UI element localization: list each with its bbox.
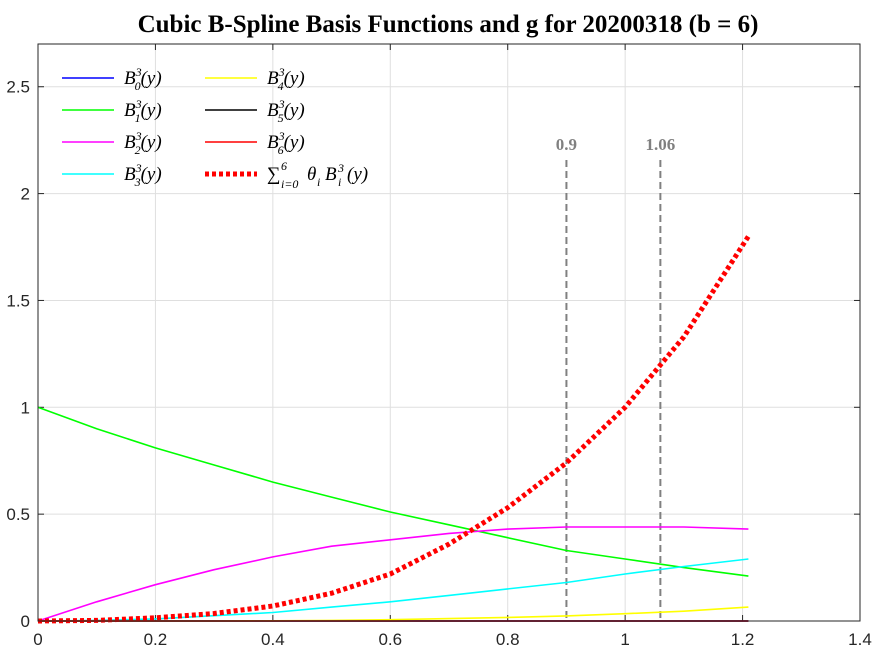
legend-item-b4: B3 4(y)	[267, 65, 305, 93]
y-tick-label: 1.5	[6, 291, 30, 310]
legend-label-b-sub: i	[338, 175, 341, 189]
legend-item-b5: B3 5(y)	[267, 97, 305, 125]
y-tick-label: 0	[21, 612, 30, 631]
legend-label-sub: i=0	[281, 177, 298, 191]
y-tick-label: 0.5	[6, 505, 30, 524]
legend-item-b6: B3 6(y)	[267, 129, 305, 157]
legend-label: B3 1(y)	[124, 97, 162, 125]
plot-area: 0 0.2 0.4 0.6 0.8 1 1.2 1.4 0 0.5 1 1.5 2 2.5 0.9 1.06	[6, 43, 872, 649]
y-tick-label: 2.5	[6, 78, 30, 97]
plot-background	[38, 44, 860, 621]
legend-label-theta-sub: i	[317, 175, 320, 189]
legend-label: B3 5(y)	[267, 97, 305, 125]
x-tick-label: 0.2	[144, 630, 168, 649]
series-line-b2	[37, 526, 749, 622]
chart-title: Cubic B-Spline Basis Functions and g for…	[138, 11, 759, 38]
legend: B3 0(y)B3 1(y)B3 2(y)B3 3(y)B3 4(y)B3 5(y)B3 6(…	[62, 65, 368, 191]
x-tick-label: 1.4	[848, 630, 872, 649]
legend-label-b-sup: 3	[337, 161, 344, 175]
legend-label: B3 4(y)	[267, 65, 305, 93]
series-line-b3	[37, 558, 749, 622]
legend-item-b0: B3 0(y)	[124, 65, 162, 93]
series-line-b1	[37, 406, 749, 577]
legend-label-sup: 6	[281, 159, 287, 173]
legend-item-b2: B3 2(y)	[124, 129, 162, 157]
legend-label-rest: θ	[307, 164, 316, 185]
x-tick-label: 0.8	[496, 630, 520, 649]
x-tick-label: 1.2	[731, 630, 755, 649]
series-line-g	[37, 234, 751, 624]
legend-label: B3 6(y)	[267, 129, 305, 157]
x-tick-label: 0.4	[261, 630, 285, 649]
x-tick-label: 0.6	[378, 630, 402, 649]
legend-label: ∑	[267, 164, 281, 185]
legend-item-b3: B3 3(y)	[124, 161, 162, 189]
legend-label: B3 3(y)	[124, 161, 162, 189]
legend-item-b1: B3 1(y)	[124, 97, 162, 125]
x-tick-label: 1	[620, 630, 629, 649]
y-tick-label: 2	[21, 185, 30, 204]
legend-item-g: ∑ i=06 θ i B 3i (y)	[267, 159, 368, 191]
legend-label-b: B	[325, 164, 337, 185]
legend-label-y: (y)	[347, 164, 368, 185]
x-tick-label: 0	[33, 630, 42, 649]
reference-line-label: 0.9	[556, 135, 577, 154]
axes-box	[37, 43, 861, 622]
reference-line-label: 1.06	[645, 135, 675, 154]
legend-label: B3 0(y)	[124, 65, 162, 93]
legend-label: B3 2(y)	[124, 129, 162, 157]
y-tick-label: 1	[21, 398, 30, 417]
